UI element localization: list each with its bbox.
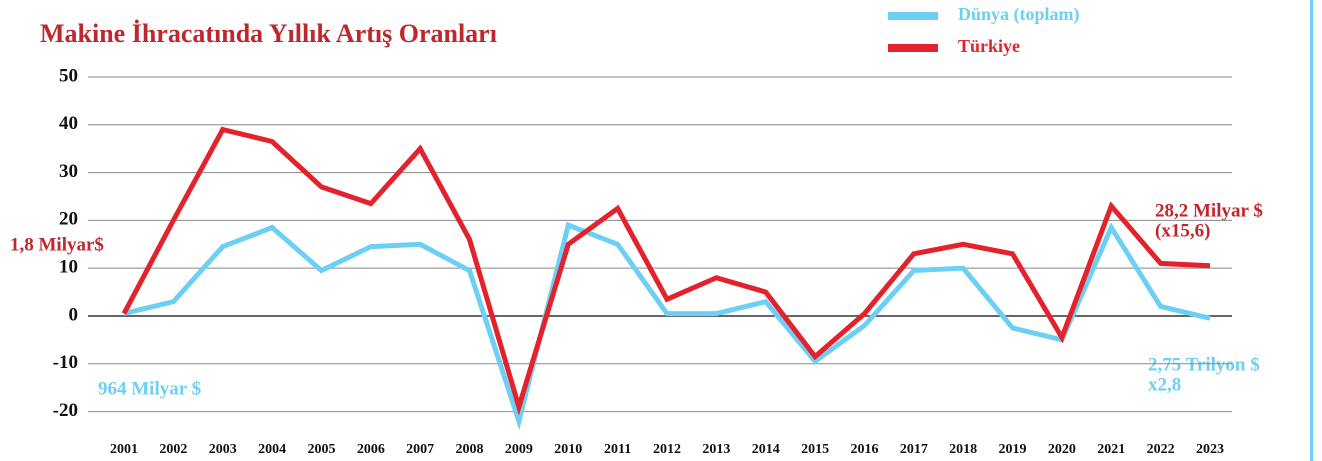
x-tick-label: 2004 [258,442,286,457]
x-tick-label: 2003 [209,442,237,457]
x-tick-label: 2002 [159,442,187,457]
x-tick-label: 2019 [999,442,1027,457]
x-tick-label: 2018 [949,442,977,457]
legend-swatch [888,12,938,20]
annotation: 964 Milyar $ [98,378,201,399]
line-series [123,221,1211,431]
x-tick-label: 2007 [406,442,434,457]
x-tick-label: 2023 [1196,442,1224,457]
x-tick-label: 2014 [752,442,780,457]
legend-label: Türkiye [958,36,1020,56]
y-tick-label: 0 [69,304,79,325]
annotation: x2,8 [1148,374,1181,395]
y-tick-label: 30 [59,161,78,182]
x-tick-label: 2006 [357,442,385,457]
x-tick-label: 2005 [307,442,335,457]
legend-swatch [888,44,938,52]
x-tick-label: 2016 [850,442,878,457]
y-tick-label: -20 [53,400,78,421]
x-tick-label: 2012 [653,442,681,457]
y-tick-label: 10 [59,257,78,278]
x-tick-label: 2010 [554,442,582,457]
x-tick-label: 2011 [604,442,631,457]
annotation: 1,8 Milyar$ [10,234,104,255]
x-tick-label: 2015 [801,442,829,457]
x-tick-label: 2009 [505,442,533,457]
x-tick-label: 2022 [1147,442,1175,457]
x-tick-label: 2020 [1048,442,1076,457]
x-tick-label: 2013 [702,442,730,457]
y-tick-label: 50 [59,65,78,86]
annotation: 28,2 Milyar $ [1155,200,1263,221]
annotation: 2,75 Trilyon $ [1148,354,1260,375]
legend-label: Dünya (toplam) [958,4,1080,25]
y-tick-label: -10 [53,352,78,373]
side-rule [1310,0,1313,461]
x-tick-label: 2001 [110,442,138,457]
x-tick-label: 2021 [1097,442,1125,457]
annotation: (x15,6) [1155,220,1210,241]
x-tick-label: 2008 [456,442,484,457]
line-series [121,126,1211,416]
x-tick-label: 2017 [900,442,928,457]
y-tick-label: 20 [59,209,78,230]
chart-title: Makine İhracatında Yıllık Artış Oranları [40,19,497,48]
y-tick-label: 40 [59,113,78,134]
